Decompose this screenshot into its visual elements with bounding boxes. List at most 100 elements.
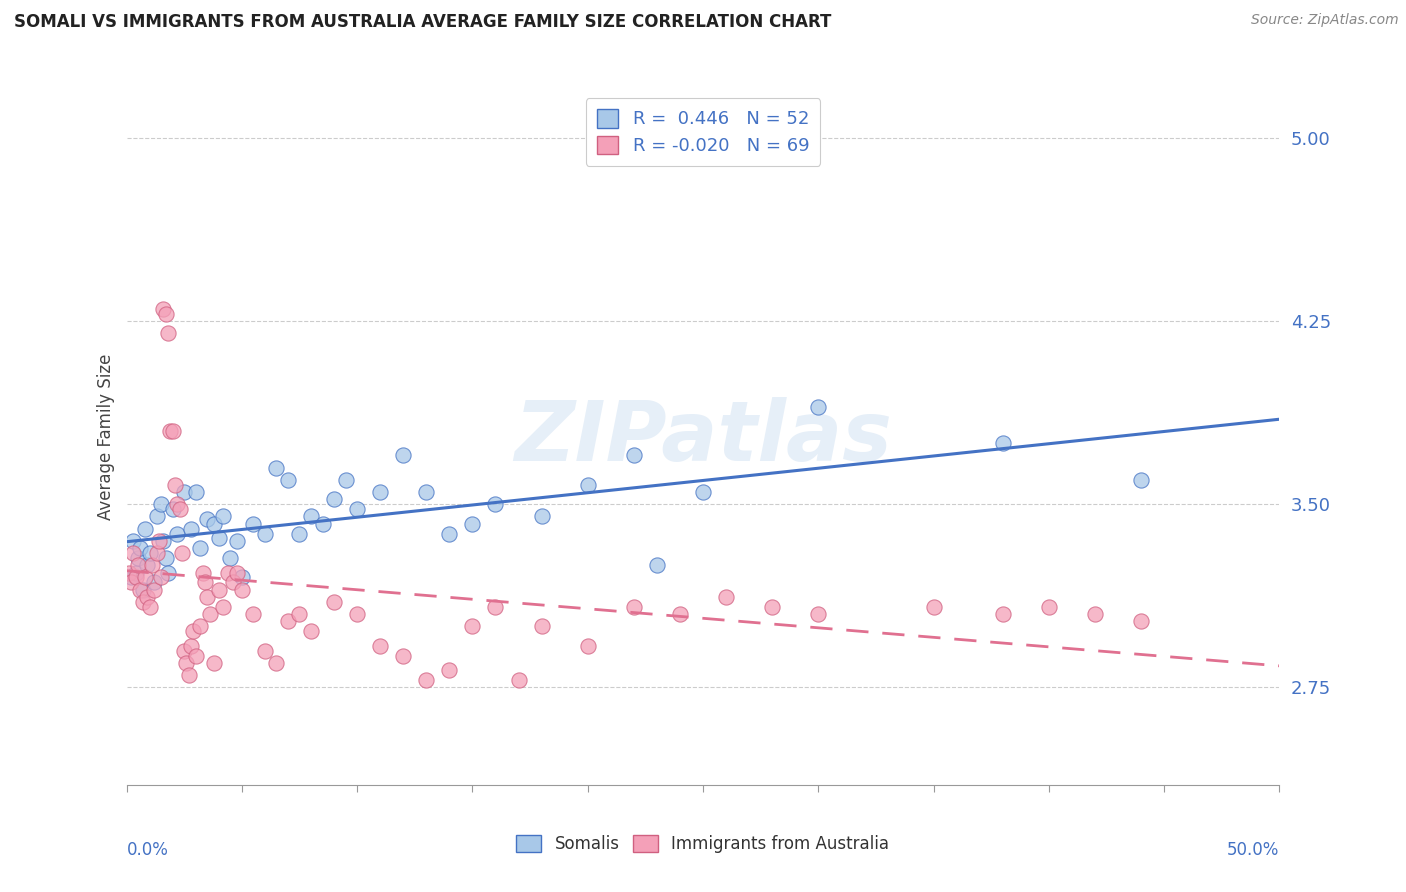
Point	[253, 526, 276, 541]
Point	[127, 558, 149, 573]
Point	[415, 485, 437, 500]
Point	[299, 624, 322, 639]
Point	[180, 639, 202, 653]
Point	[226, 566, 249, 580]
Point	[127, 550, 149, 565]
Point	[645, 558, 668, 573]
Point	[173, 485, 195, 500]
Point	[188, 541, 211, 556]
Point	[623, 599, 645, 614]
Point	[669, 607, 692, 621]
Point	[183, 624, 205, 639]
Point	[180, 522, 202, 536]
Point	[150, 570, 173, 584]
Point	[288, 526, 311, 541]
Point	[129, 582, 152, 597]
Point	[157, 326, 180, 341]
Point	[169, 502, 191, 516]
Point	[221, 575, 243, 590]
Point	[202, 656, 225, 670]
Point	[145, 509, 167, 524]
Point	[335, 473, 357, 487]
Point	[623, 449, 645, 463]
Point	[136, 590, 159, 604]
Point	[212, 599, 235, 614]
Point	[125, 570, 148, 584]
Point	[191, 566, 214, 580]
Point	[141, 558, 163, 573]
Point	[159, 424, 181, 438]
Point	[368, 639, 391, 653]
Point	[991, 607, 1014, 621]
Point	[125, 566, 148, 580]
Point	[176, 656, 198, 670]
Point	[170, 546, 193, 560]
Point	[692, 485, 714, 500]
Point	[120, 570, 142, 584]
Point	[120, 575, 142, 590]
Point	[991, 436, 1014, 450]
Point	[184, 648, 207, 663]
Point	[1130, 473, 1153, 487]
Point	[346, 502, 368, 516]
Point	[392, 648, 415, 663]
Point	[208, 532, 231, 546]
Point	[231, 582, 253, 597]
Point	[461, 619, 484, 633]
Text: ZIPatlas: ZIPatlas	[515, 397, 891, 477]
Point	[162, 502, 184, 516]
Point	[155, 550, 177, 565]
Point	[288, 607, 311, 621]
Point	[484, 497, 506, 511]
Point	[461, 516, 484, 531]
Point	[152, 301, 174, 316]
Point	[148, 533, 170, 548]
Point	[311, 516, 333, 531]
Point	[145, 546, 167, 560]
Text: SOMALI VS IMMIGRANTS FROM AUSTRALIA AVERAGE FAMILY SIZE CORRELATION CHART: SOMALI VS IMMIGRANTS FROM AUSTRALIA AVER…	[14, 13, 831, 31]
Point	[177, 668, 200, 682]
Point	[136, 558, 159, 573]
Point	[439, 663, 461, 677]
Point	[323, 492, 346, 507]
Point	[129, 541, 152, 556]
Point	[392, 449, 415, 463]
Point	[118, 566, 141, 580]
Point	[415, 673, 437, 687]
Point	[266, 460, 288, 475]
Y-axis label: Average Family Size: Average Family Size	[97, 354, 115, 520]
Point	[173, 643, 195, 657]
Point	[253, 643, 276, 657]
Point	[138, 546, 160, 560]
Point	[761, 599, 783, 614]
Point	[484, 599, 506, 614]
Point	[157, 566, 180, 580]
Point	[131, 595, 153, 609]
Point	[219, 550, 242, 565]
Point	[122, 546, 145, 560]
Point	[202, 516, 225, 531]
Point	[323, 595, 346, 609]
Point	[807, 607, 830, 621]
Point	[166, 526, 188, 541]
Point	[277, 473, 299, 487]
Point	[576, 477, 599, 491]
Point	[122, 533, 145, 548]
Text: 50.0%: 50.0%	[1227, 840, 1279, 859]
Point	[439, 526, 461, 541]
Point	[807, 400, 830, 414]
Text: 0.0%: 0.0%	[127, 840, 169, 859]
Point	[346, 607, 368, 621]
Point	[195, 512, 218, 526]
Point	[166, 497, 188, 511]
Point	[1038, 599, 1060, 614]
Point	[150, 497, 173, 511]
Point	[242, 607, 264, 621]
Point	[131, 582, 153, 597]
Point	[188, 619, 211, 633]
Point	[508, 673, 530, 687]
Point	[163, 477, 186, 491]
Point	[266, 656, 288, 670]
Point	[134, 522, 156, 536]
Point	[143, 582, 166, 597]
